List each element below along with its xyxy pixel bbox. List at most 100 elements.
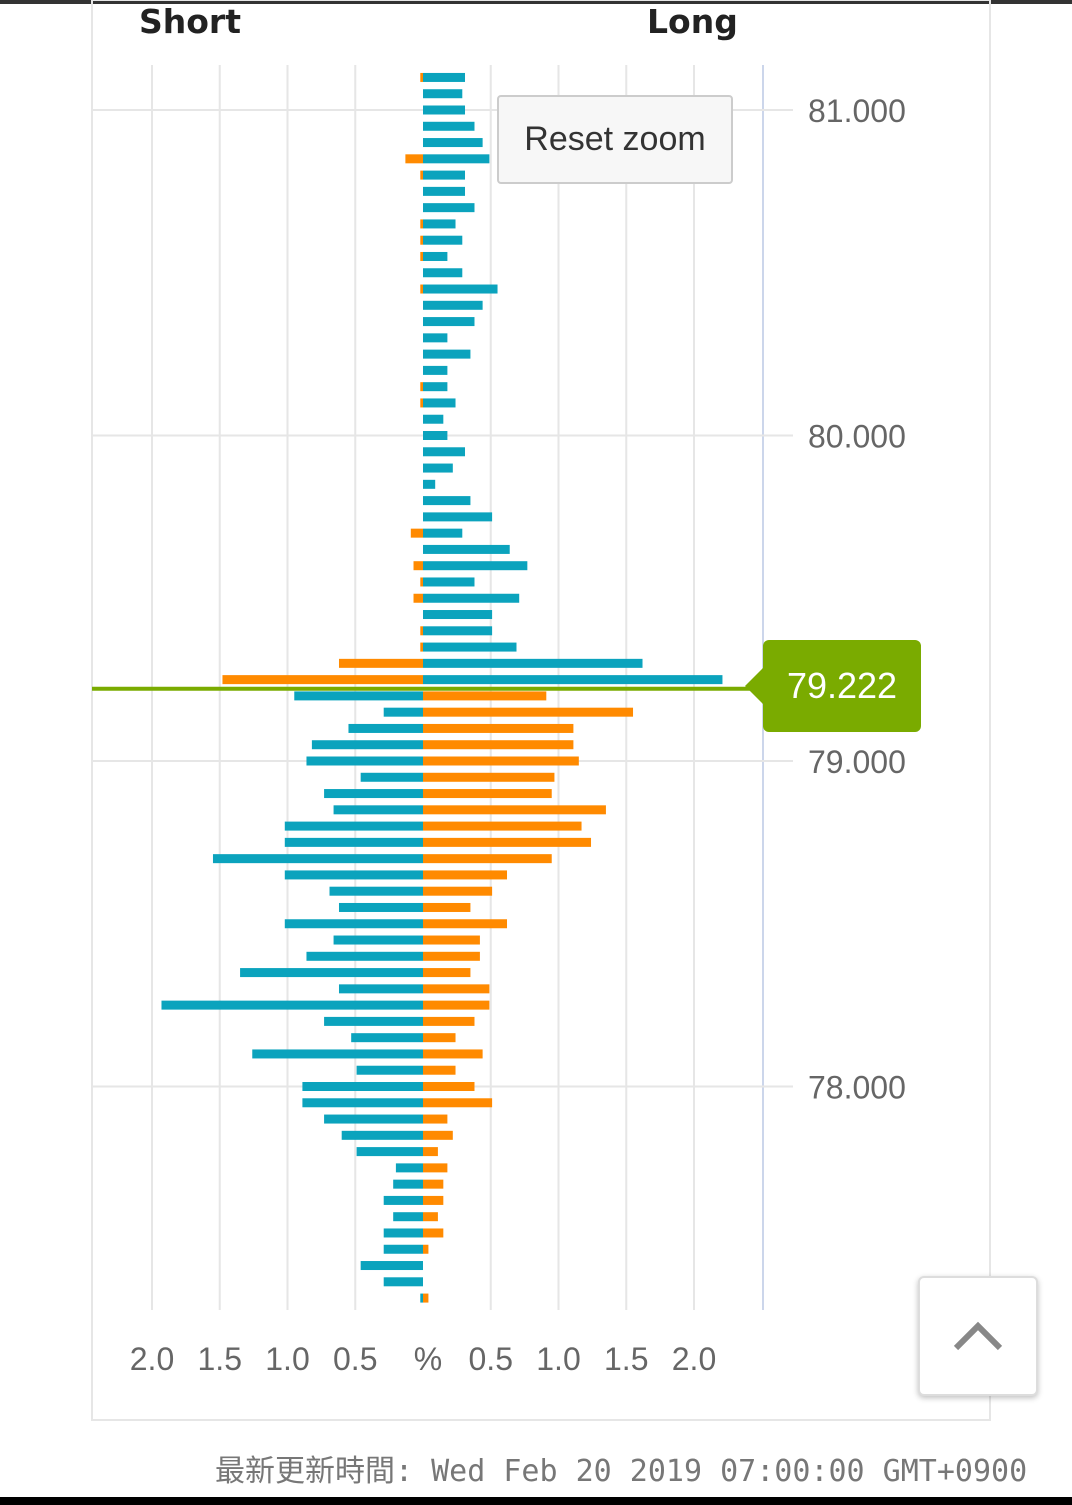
short-bar [393, 1212, 423, 1222]
short-bar [420, 72, 423, 82]
long-bar [423, 756, 579, 766]
long-bar [423, 414, 444, 424]
short-bar [383, 1195, 423, 1205]
long-bar [423, 886, 493, 896]
long-bar [423, 89, 463, 99]
long-bar [423, 935, 480, 945]
chevron-up-icon [953, 1321, 1003, 1351]
x-tick-label: 1.0 [265, 1341, 309, 1377]
long-bar [423, 1228, 444, 1238]
long-bar [423, 186, 466, 196]
x-tick-label: 0.5 [469, 1341, 513, 1377]
long-bar [423, 463, 453, 473]
short-bar [329, 886, 423, 896]
short-bar [338, 984, 423, 994]
long-bar [423, 447, 466, 457]
long-bar [423, 203, 475, 213]
long-bar [423, 398, 456, 408]
long-bar [423, 837, 592, 847]
y-tick-label: 80.000 [808, 419, 906, 455]
short-bar [284, 837, 423, 847]
long-bar [423, 626, 493, 636]
short-bar [302, 1098, 423, 1108]
long-bar [423, 317, 475, 327]
short-bar [306, 756, 423, 766]
short-bar [383, 1277, 423, 1287]
long-bar [423, 821, 582, 831]
long-bar [423, 1130, 453, 1140]
last-updated-text: 最新更新時間: Wed Feb 20 2019 07:00:00 GMT+090… [215, 1454, 1028, 1489]
short-bar [420, 219, 423, 229]
long-bar [423, 593, 520, 603]
long-bar [423, 235, 463, 245]
long-bar [423, 1016, 475, 1026]
top-border [0, 0, 1072, 4]
long-bar [423, 300, 483, 310]
short-bar [338, 902, 423, 912]
x-unit-label: % [414, 1341, 442, 1377]
long-bar [423, 723, 574, 733]
long-bar [423, 1163, 448, 1173]
short-bar [420, 170, 423, 180]
y-tick-label: 79.000 [808, 744, 906, 780]
long-bar [423, 1114, 448, 1124]
short-bar [413, 561, 423, 571]
long-bar [423, 642, 517, 652]
long-bar [423, 968, 471, 978]
long-bar [423, 870, 508, 880]
scroll-to-top-button[interactable] [918, 1276, 1038, 1396]
short-bar [420, 398, 423, 408]
short-bar [311, 740, 423, 750]
long-bar [423, 610, 493, 620]
short-bar [420, 235, 423, 245]
short-bar [284, 870, 423, 880]
x-tick-label: 2.0 [130, 1341, 174, 1377]
y-tick-label: 78.000 [808, 1070, 906, 1106]
short-bar [333, 805, 423, 815]
long-bar [423, 805, 606, 815]
long-bar [423, 740, 574, 750]
short-bar [348, 723, 423, 733]
short-bar [306, 951, 423, 961]
long-bar [423, 1065, 456, 1075]
long-bar [423, 1033, 456, 1043]
short-bar [420, 251, 423, 261]
long-bar [423, 382, 448, 392]
long-bar [423, 496, 471, 506]
long-bar [423, 1212, 438, 1222]
short-bar [393, 1179, 423, 1189]
long-bar [423, 1293, 429, 1303]
long-bar [423, 365, 448, 375]
long-bar [423, 707, 634, 717]
long-bar [423, 691, 547, 701]
short-bar [240, 968, 423, 978]
long-bar [423, 121, 475, 131]
long-bar [423, 170, 466, 180]
long-bar [423, 431, 448, 440]
long-bar [423, 1195, 444, 1205]
long-bar [423, 1244, 429, 1254]
short-bar [395, 1163, 423, 1173]
x-tick-label: 2.0 [672, 1341, 716, 1377]
short-bar [351, 1033, 423, 1043]
long-bar [423, 284, 498, 294]
long-bar [423, 219, 456, 229]
short-bar [324, 1016, 423, 1026]
long-header: Long [647, 2, 738, 41]
long-bar [423, 528, 463, 538]
short-bar [360, 772, 423, 782]
long-bar [423, 1179, 444, 1189]
long-bar [423, 951, 480, 961]
long-bar [423, 854, 552, 864]
short-bar [222, 675, 423, 685]
long-bar [423, 577, 475, 587]
long-bar [423, 772, 555, 782]
long-bar [423, 919, 508, 929]
long-bar [423, 251, 448, 261]
long-bar [423, 154, 490, 164]
short-bar [356, 1147, 423, 1157]
current-price-label: 79.222 [745, 640, 921, 732]
reset-zoom-button[interactable]: Reset zoom [497, 95, 733, 184]
long-bar [423, 333, 448, 343]
